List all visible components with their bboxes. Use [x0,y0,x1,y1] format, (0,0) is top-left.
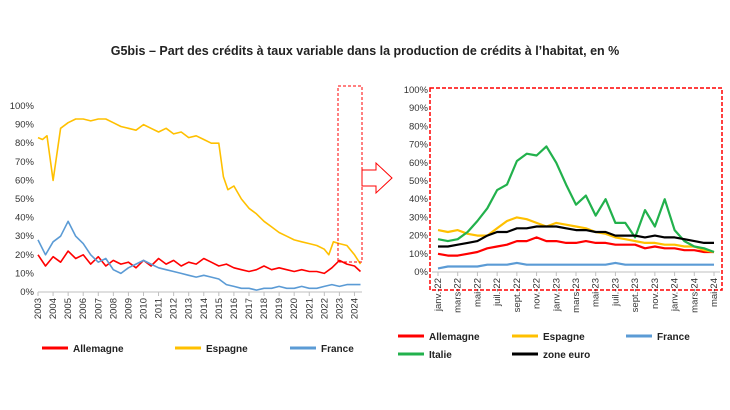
left-x-tick-label: 2023 [334,298,345,319]
legend-label: Espagne [206,344,248,355]
right-chart-series [437,145,715,270]
right-y-tick-label: 20% [409,231,429,242]
left-y-tick-label: 100% [10,101,35,112]
left-x-tick-label: 2009 [123,298,134,319]
left-y-tick-label: 90% [15,120,35,131]
right-y-tick-label: 50% [409,176,429,187]
right-series-line-zone-euro [438,225,714,248]
left-x-tick-label: 2016 [229,298,240,319]
right-x-tick-label: mai-22 [472,278,483,307]
left-y-tick-label: 80% [15,138,35,149]
right-x-tick-label: janv.-24 [670,278,681,312]
left-x-tick-label: 2017 [244,298,255,319]
left-y-tick-label: 10% [15,268,35,279]
right-series-line-espagne [437,216,715,254]
left-x-tick-label: 2020 [289,298,300,319]
zoom-arrow [361,161,393,195]
left-x-tick-label: 2018 [259,298,270,319]
right-x-tick-label: juil.-23 [610,278,621,307]
right-series-line-allemagne [437,236,714,257]
left-x-tick-label: 2021 [304,298,315,319]
right-y-tick-label: 70% [409,140,429,151]
legend-label: zone euro [543,350,590,361]
left-x-tick-label: 2013 [184,298,195,319]
right-series-line-france [437,261,714,270]
right-y-tick-label: 90% [409,103,429,114]
left-y-tick-label: 30% [15,231,35,242]
right-x-tick-label: mars-24 [689,278,700,313]
right-x-tick-label: mai-24 [709,278,720,307]
legend-label: Allemagne [429,332,480,343]
legend-label: Italie [429,350,452,361]
left-series-line-espagne [37,118,362,265]
right-x-tick-label: mars-23 [571,278,582,313]
right-x-tick-label: juil.-22 [492,278,503,307]
right-y-tick-label: 40% [409,194,429,205]
left-x-tick-label: 2006 [78,298,89,319]
zoom-target-box [429,87,723,291]
left-x-tick-label: 2005 [63,298,74,319]
left-series-line-allemagne [37,250,362,275]
right-y-tick-label: 100% [404,85,429,96]
left-x-tick-label: 2010 [138,298,149,319]
left-chart-axes: 0% 10% 20% 30% 40% 50% 60% 70% 80% 90% 100% 2003 200… [10,101,362,319]
left-x-tick-label: 2011 [154,298,165,318]
right-x-tick-label: janv.-22 [433,278,444,312]
right-y-tick-label: 80% [409,121,429,132]
legend-label: France [321,344,354,355]
legend-label: France [657,332,690,343]
left-x-tick-label: 2007 [93,298,104,319]
left-chart-legend: Allemagne Espagne France [42,344,354,355]
right-x-tick-label: mai-23 [591,278,602,307]
left-x-tick-label: 2019 [274,298,285,319]
left-x-tick-label: 2022 [319,298,330,319]
legend-label: Allemagne [73,344,124,355]
left-y-tick-label: 0% [20,287,34,298]
left-y-tick-label: 70% [15,157,35,168]
left-x-tick-label: 2024 [349,298,360,319]
right-x-tick-label: nov.-23 [650,278,661,309]
right-x-tick-label: nov.-22 [532,278,543,309]
left-x-tick-label: 2012 [169,298,180,319]
right-x-tick-label: mars-22 [453,278,464,313]
right-x-tick-label: janv.-23 [551,278,562,312]
left-x-tick-label: 2008 [108,298,119,319]
left-y-tick-label: 60% [15,175,35,186]
left-series-line-france [37,220,361,291]
right-y-tick-label: 30% [409,212,429,223]
zoom-callout [337,85,723,291]
left-x-tick-label: 2015 [214,298,225,319]
right-y-tick-label: 0% [414,267,428,278]
left-chart-series [37,118,362,291]
right-y-tick-label: 10% [409,249,429,260]
right-x-tick-label: sept.-22 [512,278,523,312]
zoom-source-box [337,85,363,263]
right-x-tick-label: sept.-23 [630,278,641,312]
left-y-tick-label: 50% [15,194,35,205]
left-y-tick-label: 20% [15,250,35,261]
chart-title: G5bis – Part des crédits à taux variable… [110,44,620,58]
right-chart-axes: 0% 10% 20% 30% 40% 50% 60% 70% 80% 90% 100% janv.-2… [404,85,720,313]
left-x-tick-label: 2004 [48,298,59,319]
right-chart-legend: Allemagne Espagne France Italie zone euro [398,332,690,361]
left-x-tick-label: 2014 [199,298,210,319]
right-series-line-italie [437,145,715,254]
right-y-tick-label: 60% [409,158,429,169]
left-x-tick-label: 2003 [33,298,44,319]
legend-label: Espagne [543,332,585,343]
left-y-tick-label: 40% [15,213,35,224]
